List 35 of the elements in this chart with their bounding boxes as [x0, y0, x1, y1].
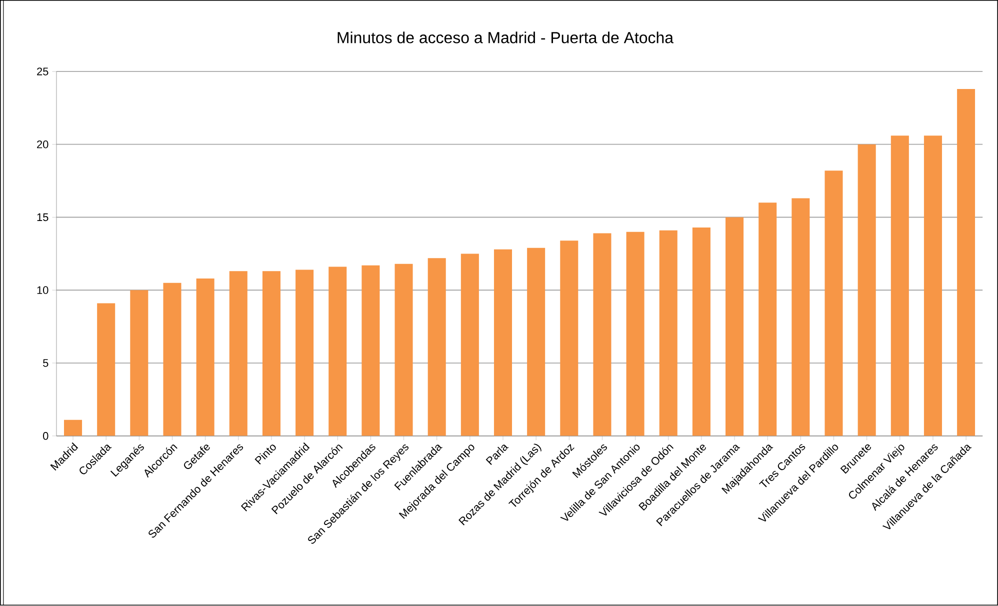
y-tick-label: 0: [43, 432, 48, 440]
bar: [229, 271, 248, 436]
bar: [428, 258, 446, 436]
bar: [64, 420, 82, 436]
bar: [163, 283, 182, 436]
bar: [626, 232, 644, 436]
bar: [560, 240, 578, 436]
bar: [792, 198, 810, 436]
y-tick-label: 10: [37, 286, 48, 294]
bar: [758, 202, 777, 436]
bar: [394, 264, 413, 436]
y-tick-label: 20: [37, 140, 48, 148]
chart-title: Minutos de acceso a Madrid - Puerta de Atocha: [338, 32, 674, 44]
bar: [196, 278, 214, 436]
bar: [924, 136, 942, 436]
bar: [296, 270, 314, 436]
bar: [130, 290, 148, 436]
y-tick-label: 15: [37, 214, 48, 222]
y-tick-label: 25: [37, 68, 48, 76]
bar: [726, 217, 744, 436]
bar: [659, 230, 678, 436]
bar: [890, 136, 909, 436]
bar: [527, 248, 546, 436]
bar: [692, 228, 710, 436]
bar: [97, 303, 116, 436]
bar: [957, 89, 976, 436]
bar: [362, 266, 380, 436]
bar: [858, 144, 876, 436]
bar: [328, 267, 347, 436]
bar: [460, 254, 479, 436]
bar: [593, 234, 612, 436]
bar: [824, 170, 843, 436]
bar: [494, 250, 512, 436]
y-tick-label: 5: [43, 359, 48, 368]
bar: [262, 271, 280, 436]
